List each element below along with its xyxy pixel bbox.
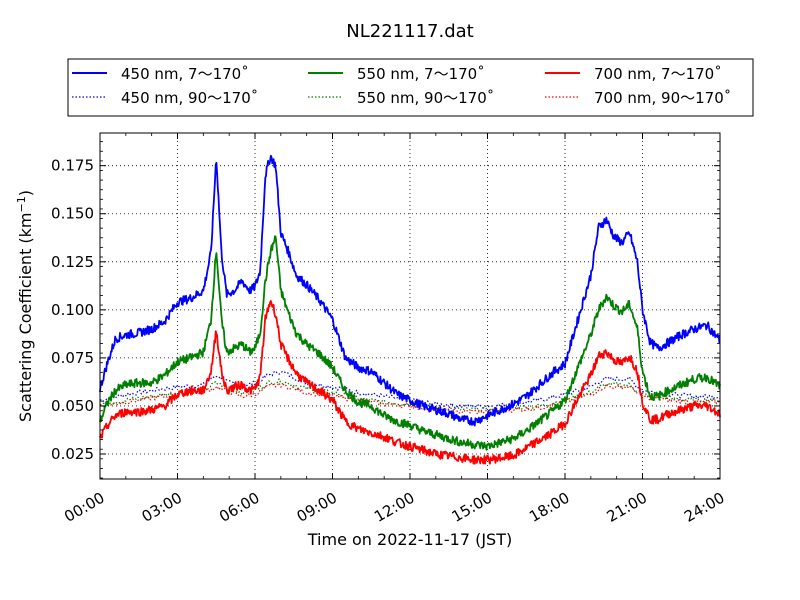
y-axis-label: Scattering Coefficient (km−1) — [15, 190, 35, 422]
legend-label: 450 nm, 7～170˚ — [121, 65, 249, 83]
x-tick-label: 24:00 — [681, 489, 727, 526]
x-tick-label: 00:00 — [61, 489, 107, 526]
x-tick-label: 15:00 — [449, 489, 495, 526]
y-axis-label-end: ) — [16, 190, 35, 196]
series-line — [99, 154, 721, 427]
y-tick-label: 0.150 — [51, 205, 94, 223]
x-tick-label: 21:00 — [604, 489, 650, 526]
data-lines — [99, 154, 721, 465]
y-tick-label: 0.050 — [51, 397, 94, 415]
y-tick-label: 0.025 — [51, 445, 94, 463]
y-axis-label-main: Scattering Coefficient (km — [16, 212, 35, 422]
x-axis-label: Time on 2022-11-17 (JST) — [307, 530, 512, 549]
legend-label: 550 nm, 90～170˚ — [357, 89, 494, 107]
y-tick-label: 0.075 — [51, 349, 94, 367]
series-line — [99, 370, 721, 409]
y-tick-label: 0.100 — [51, 301, 94, 319]
legend: 450 nm, 7～170˚ 450 nm, 90～170˚ 550 nm, 7～1… — [67, 58, 754, 117]
series-line — [99, 235, 721, 451]
legend-frame — [67, 58, 754, 117]
legend-label: 550 nm, 7～170˚ — [357, 65, 485, 83]
legend-label: 700 nm, 90～170˚ — [594, 89, 731, 107]
y-tick-label: 0.125 — [51, 253, 94, 271]
series-line — [99, 378, 721, 413]
x-tick-label: 03:00 — [139, 489, 185, 526]
legend-label: 450 nm, 90～170˚ — [121, 89, 258, 107]
chart-title: NL221117.dat — [346, 21, 473, 42]
x-tick-label: 12:00 — [371, 489, 417, 526]
legend-label: 700 nm, 7～170˚ — [594, 65, 722, 83]
series-line — [99, 300, 721, 465]
y-axis-label-sup: −1 — [15, 196, 28, 212]
x-tick-label: 09:00 — [294, 489, 340, 526]
x-tick-label: 18:00 — [526, 489, 572, 526]
x-tick-label: 06:00 — [216, 489, 262, 526]
y-tick-label: 0.175 — [51, 157, 94, 175]
